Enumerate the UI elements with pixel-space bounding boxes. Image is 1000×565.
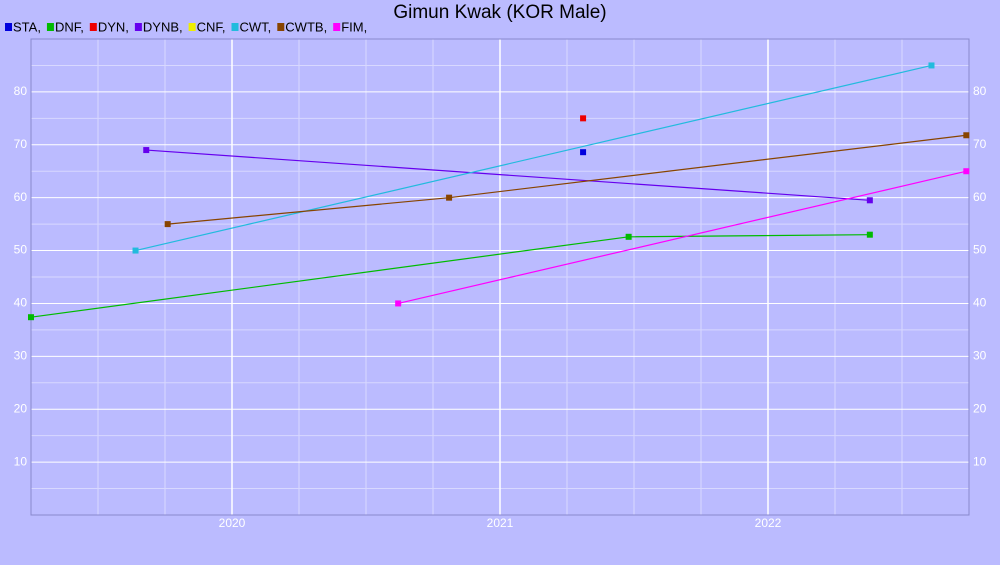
legend-swatch [188, 23, 196, 31]
legend-swatch [277, 23, 285, 31]
y-tick-label: 20 [14, 401, 28, 415]
data-point [866, 197, 873, 204]
y2-tick-label: 30 [973, 349, 987, 363]
y2-tick-label: 40 [973, 296, 987, 310]
plot-frame [30, 38, 970, 516]
x-tick-label: 2022 [755, 516, 782, 530]
data-point [963, 168, 970, 175]
series-line [146, 149, 870, 201]
data-point [580, 149, 587, 156]
series-line [135, 64, 932, 252]
legend-swatch [134, 23, 142, 31]
data-point [866, 231, 873, 238]
data-point [625, 233, 632, 240]
x-tick-label: 2020 [219, 516, 246, 530]
data-point [928, 62, 935, 69]
y-tick-label: 40 [14, 296, 28, 310]
y2-tick-label: 20 [973, 401, 987, 415]
data-point [395, 300, 402, 307]
y2-tick-label: 50 [973, 243, 987, 257]
legend-label: DYN, [98, 19, 129, 34]
data-point [164, 221, 171, 228]
y2-tick-label: 80 [973, 84, 987, 98]
y2-tick-label: 60 [973, 190, 987, 204]
y-tick-label: 80 [14, 84, 28, 98]
y-tick-label: 10 [14, 454, 28, 468]
legend-swatch [5, 23, 12, 31]
legend-swatch [333, 23, 341, 31]
legend-label: STA, [13, 19, 41, 34]
y2-tick-label: 70 [973, 137, 987, 151]
data-point [143, 147, 150, 154]
x-tick-label: 2021 [487, 516, 514, 530]
data-point [963, 132, 970, 139]
legend-label: FIM, [341, 19, 367, 34]
y2-tick-label: 10 [973, 454, 987, 468]
y-tick-label: 50 [14, 243, 28, 257]
y-tick-label: 70 [14, 137, 28, 151]
data-point [580, 115, 587, 122]
y-tick-label: 60 [14, 190, 28, 204]
legend-swatch [231, 23, 239, 31]
series-line [398, 170, 967, 305]
legend-label: CWT, [240, 19, 272, 34]
grid [31, 39, 969, 515]
legend-label: CWTB, [285, 19, 327, 34]
chart-title: Gimun Kwak (KOR Male) [393, 2, 606, 23]
legend-swatch [89, 23, 97, 31]
data-point [28, 314, 34, 321]
legend-label: CNF, [197, 19, 226, 34]
legend-swatch [46, 23, 54, 31]
data-point [446, 194, 453, 201]
legend-label: DNF, [55, 19, 84, 34]
y-tick-label: 30 [14, 349, 28, 363]
data-point [132, 247, 139, 254]
legend-label: DYNB, [143, 19, 183, 34]
